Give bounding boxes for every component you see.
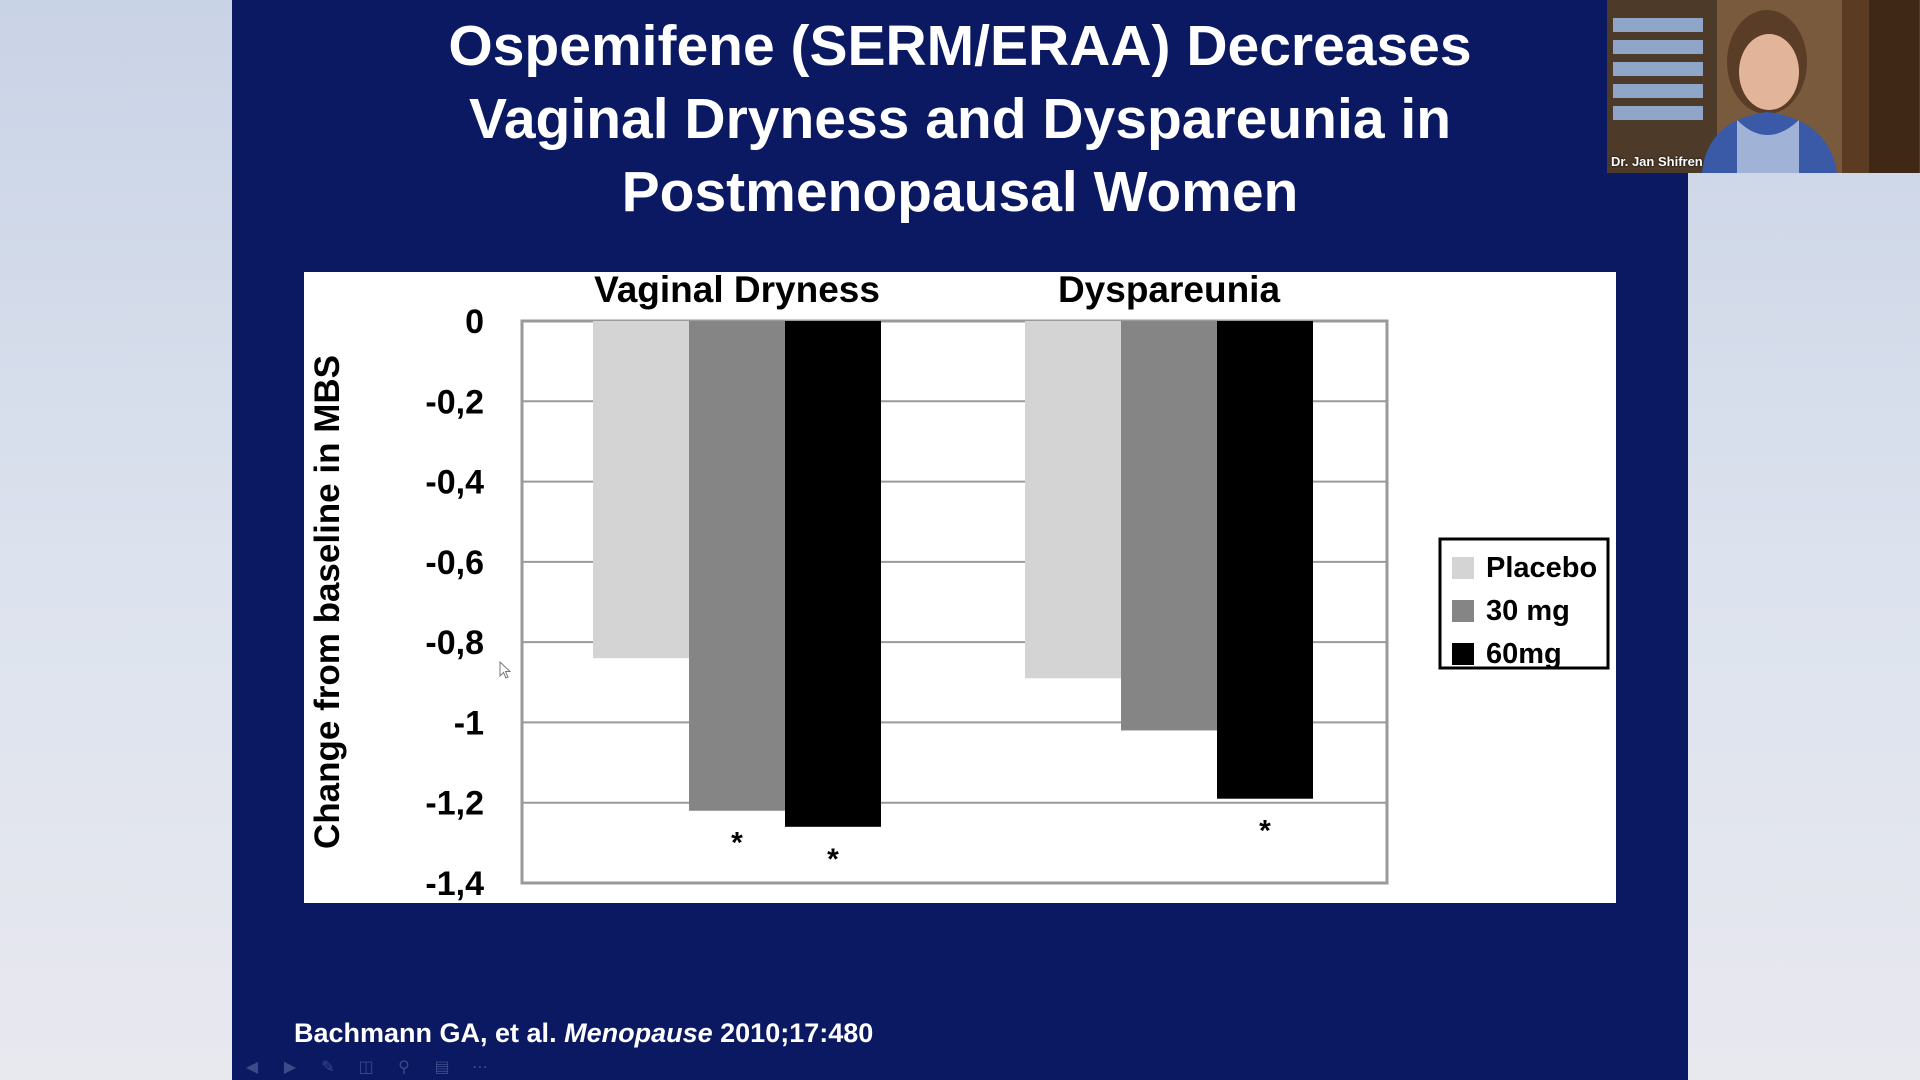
y-axis-label: Change from baseline in MBS	[308, 355, 347, 849]
next-icon[interactable]: ▶	[283, 1056, 297, 1076]
bar-30-mg	[689, 321, 785, 811]
significance-marker: *	[827, 843, 839, 876]
presenter-webcam: Dr. Jan Shifren	[1607, 0, 1920, 173]
y-tick-label: -1	[454, 704, 484, 742]
presentation-controls: ◀ ▶ ✎ ◫ ⚲ ▤ ⋯	[242, 1054, 490, 1078]
category-label: Dyspareunia	[1058, 272, 1281, 310]
plot-frame	[520, 319, 1389, 885]
citation: Bachmann GA, et al. Menopause 2010;17:48…	[294, 1018, 873, 1049]
category-label: Vaginal Dryness	[594, 272, 880, 310]
significance-marker: *	[731, 827, 743, 860]
slide-title: Ospemifene (SERM/ERAA) Decreases Vaginal…	[312, 10, 1608, 229]
y-tick-label: 0	[465, 303, 484, 341]
legend-swatch	[1452, 600, 1474, 622]
legend-label: Placebo	[1486, 552, 1597, 584]
title-line-2: Vaginal Dryness and Dyspareunia in	[468, 87, 1452, 151]
slides-icon[interactable]: ◫	[358, 1056, 374, 1076]
bar-placebo	[1025, 321, 1121, 679]
y-tick-label: -0,4	[425, 464, 484, 502]
y-tick-label: -0,6	[425, 544, 484, 582]
y-tick-label: -0,8	[425, 624, 484, 662]
title-line-3: Postmenopausal Women	[621, 160, 1299, 224]
bar-60mg	[785, 321, 881, 827]
presenter-name: Dr. Jan Shifren	[1611, 154, 1703, 169]
y-tick-label: -0,2	[425, 383, 484, 421]
citation-authors: Bachmann GA, et al.	[294, 1018, 557, 1048]
chart-panel: 0 -0,2 -0,4 -0,6 -0,8 -1 -1,2 -1,4 Change from b…	[304, 272, 1616, 903]
zoom-icon[interactable]: ⚲	[398, 1056, 410, 1076]
legend-label: 30 mg	[1486, 595, 1570, 627]
more-icon[interactable]: ⋯	[472, 1056, 488, 1076]
pen-icon[interactable]: ✎	[321, 1056, 335, 1076]
mouse-pointer-icon	[499, 661, 511, 679]
prev-icon[interactable]: ◀	[245, 1056, 259, 1076]
citation-journal: Menopause	[564, 1018, 713, 1048]
citation-details: 2010;17:480	[720, 1018, 874, 1048]
bar-30-mg	[1121, 321, 1217, 731]
legend-swatch	[1452, 557, 1474, 579]
y-tick-label: -1,4	[425, 865, 484, 903]
bar-placebo	[593, 321, 689, 659]
legend-label: 60mg	[1486, 638, 1562, 670]
y-tick-label: -1,2	[425, 785, 484, 823]
significance-marker: *	[1259, 815, 1271, 848]
webcam-video	[1607, 0, 1920, 173]
subtitle-icon[interactable]: ▤	[434, 1056, 450, 1076]
bar-chart: 0 -0,2 -0,4 -0,6 -0,8 -1 -1,2 -1,4 Change from b…	[308, 272, 1610, 903]
legend-swatch	[1452, 643, 1474, 665]
title-line-1: Ospemifene (SERM/ERAA) Decreases	[448, 14, 1472, 78]
presentation-slide: Ospemifene (SERM/ERAA) Decreases Vaginal…	[232, 0, 1688, 1080]
bar-60mg	[1217, 321, 1313, 799]
